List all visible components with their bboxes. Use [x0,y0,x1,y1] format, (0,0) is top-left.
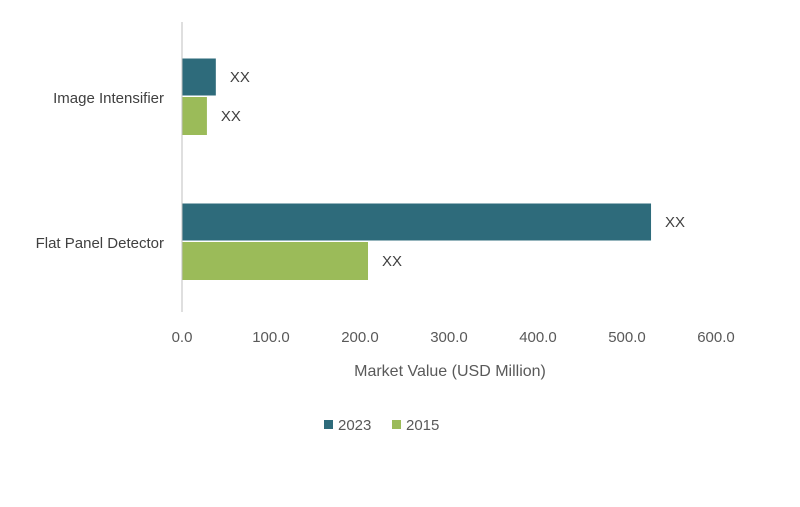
x-tick-label: 600.0 [697,329,735,346]
category-label-flat-panel-detector: Flat Panel Detector [36,235,164,252]
x-tick-label: 200.0 [341,329,379,346]
category-label-image-intensifier: Image Intensifier [53,90,164,107]
x-tick-label: 500.0 [608,329,646,346]
bars-layer [182,58,652,280]
legend-label-2015: 2015 [406,417,439,434]
x-tick-labels: 0.0 100.0 200.0 300.0 400.0 500.0 600.0 [172,329,735,346]
legend-swatch-2023 [324,420,333,429]
bar-2023-image-intensifier [182,58,216,96]
x-tick-label: 0.0 [172,329,193,346]
bar-2015-flat-panel-detector [182,242,369,280]
x-tick-label: 400.0 [519,329,557,346]
data-label-2023-flat-panel-detector: XX [665,214,685,231]
x-axis-title: Market Value (USD Million) [354,363,546,380]
data-labels: XX XX XX XX [221,69,685,270]
legend-label-2023: 2023 [338,417,371,434]
x-tick-label: 300.0 [430,329,468,346]
bar-2015-image-intensifier [182,97,207,135]
data-label-2015-flat-panel-detector: XX [382,253,402,270]
legend: 2023 2015 [324,417,439,434]
category-labels: Image Intensifier Flat Panel Detector [36,90,164,252]
x-tick-label: 100.0 [252,329,290,346]
data-label-2015-image-intensifier: XX [221,108,241,125]
data-label-2023-image-intensifier: XX [230,69,250,86]
bar-2023-flat-panel-detector [182,203,652,241]
legend-swatch-2015 [392,420,401,429]
